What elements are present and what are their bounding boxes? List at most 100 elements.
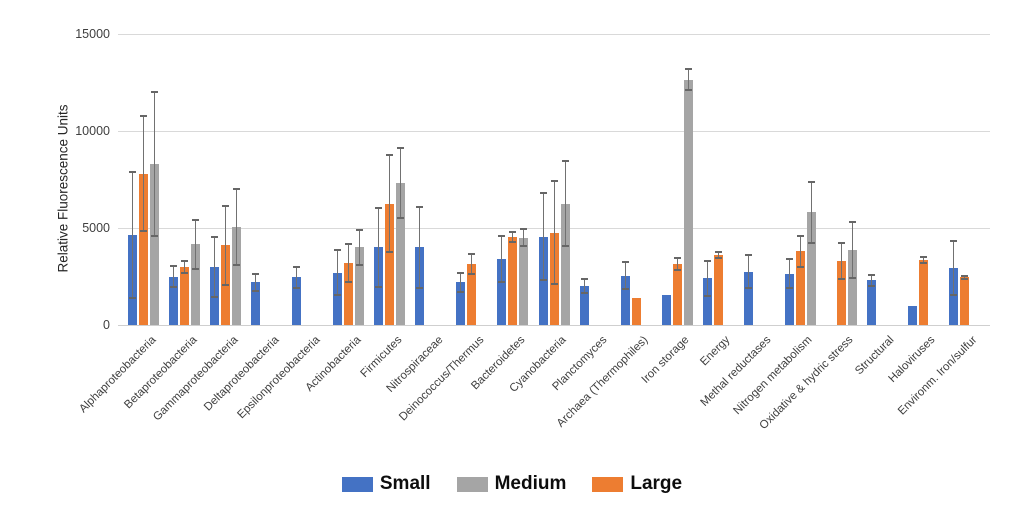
y-tick-label: 10000 xyxy=(75,124,110,138)
error-bar xyxy=(389,155,391,253)
error-bar xyxy=(400,148,402,219)
error-bar xyxy=(460,272,462,292)
error-bar xyxy=(747,255,749,289)
error-bar-cap-top xyxy=(181,259,189,262)
bar-small xyxy=(620,275,630,325)
bar-small xyxy=(949,267,958,325)
error-bar xyxy=(378,207,380,288)
error-bar xyxy=(542,193,544,281)
bar-large xyxy=(713,255,723,325)
error-bar xyxy=(214,236,216,297)
bar-small xyxy=(579,286,589,325)
bar-small xyxy=(333,272,343,325)
error-bar xyxy=(132,171,133,298)
bar-small xyxy=(497,259,507,325)
error-bar-cap-top xyxy=(621,260,629,263)
error-bar-cap-bottom xyxy=(334,293,342,296)
error-bar-cap-top xyxy=(498,234,506,237)
error-bar-cap-top xyxy=(170,264,178,267)
error-bar-cap-top xyxy=(961,274,968,277)
error-bar-cap-top xyxy=(673,257,681,260)
error-bar-cap-top xyxy=(807,181,815,184)
error-bar-cap-bottom xyxy=(181,271,189,274)
error-bar-cap-top xyxy=(252,272,260,275)
bar-large xyxy=(467,263,477,325)
error-bar-cap-bottom xyxy=(468,272,476,275)
error-bar-cap-top xyxy=(192,219,200,222)
error-bar-cap-bottom xyxy=(561,245,569,248)
bar-small xyxy=(702,278,712,325)
error-bar-cap-bottom xyxy=(416,287,424,290)
bar-small xyxy=(456,282,466,325)
legend-label: Large xyxy=(630,473,683,494)
error-bar-cap-top xyxy=(416,205,424,208)
error-bar-cap-top xyxy=(151,91,158,94)
error-bar-cap-bottom xyxy=(744,287,752,290)
error-bar xyxy=(840,242,842,280)
error-bar xyxy=(953,240,954,295)
bar-small xyxy=(743,271,753,325)
bar-large xyxy=(139,173,148,325)
error-bar-cap-bottom xyxy=(192,267,200,270)
bar-large xyxy=(180,266,190,325)
error-bar-cap-bottom xyxy=(356,263,364,266)
error-bar xyxy=(870,274,872,287)
bar-small xyxy=(907,305,917,325)
error-bar-cap-bottom xyxy=(211,295,219,298)
error-bar-cap-top xyxy=(950,239,957,242)
bar-medium xyxy=(683,79,693,325)
legend-item-large: Large xyxy=(592,473,682,495)
error-bar xyxy=(501,235,503,283)
error-bar xyxy=(337,250,339,295)
error-bar xyxy=(296,266,298,289)
bar-medium xyxy=(847,250,857,325)
bar-large xyxy=(631,297,641,325)
error-bar xyxy=(195,220,197,269)
error-bar-cap-top xyxy=(211,235,219,238)
error-bar xyxy=(687,68,689,91)
error-bar-cap-bottom xyxy=(703,294,711,297)
bar-large xyxy=(795,251,805,325)
bar-large xyxy=(672,263,682,325)
bar-large xyxy=(836,260,846,325)
error-bar-cap-bottom xyxy=(252,290,260,293)
y-axis-title: Relative Fluorescence Units xyxy=(55,104,71,273)
error-bar xyxy=(717,252,719,259)
error-bar xyxy=(348,243,350,283)
error-bar-cap-top xyxy=(837,241,845,244)
error-bar-cap-top xyxy=(539,192,547,195)
error-bar xyxy=(788,259,790,289)
y-tick-label: 0 xyxy=(103,318,110,332)
x-axis-line xyxy=(118,325,990,326)
error-bar-cap-bottom xyxy=(129,296,136,299)
error-bar-cap-top xyxy=(848,221,856,224)
error-bar-cap-top xyxy=(509,230,517,233)
error-bar-cap-top xyxy=(222,204,230,207)
legend-item-medium: Medium xyxy=(456,473,566,495)
error-bar xyxy=(359,229,361,265)
bar-medium xyxy=(150,163,159,325)
error-bar-cap-top xyxy=(457,271,465,274)
error-bar-cap-top xyxy=(580,278,588,281)
error-bar-cap-bottom xyxy=(961,278,968,281)
bar-small xyxy=(292,277,302,325)
bar-small xyxy=(784,273,794,325)
error-bar xyxy=(523,229,525,247)
error-bar-cap-bottom xyxy=(345,281,353,284)
error-bar-cap-bottom xyxy=(550,283,558,286)
bar-medium xyxy=(191,244,201,325)
error-bar-cap-bottom xyxy=(684,89,692,92)
error-bar-cap-bottom xyxy=(950,293,957,296)
error-bar-cap-bottom xyxy=(580,291,588,294)
error-bar-cap-top xyxy=(233,188,241,191)
error-bar-cap-bottom xyxy=(397,217,405,220)
bar-large xyxy=(385,203,395,325)
error-bar xyxy=(799,235,801,267)
bar-large xyxy=(918,260,928,325)
error-bar-cap-top xyxy=(744,254,752,257)
error-bar-cap-bottom xyxy=(457,291,465,294)
error-bar-cap-top xyxy=(345,242,353,245)
bar-medium xyxy=(232,227,242,325)
error-bar-cap-bottom xyxy=(837,278,845,281)
error-bar-cap-bottom xyxy=(848,277,856,280)
